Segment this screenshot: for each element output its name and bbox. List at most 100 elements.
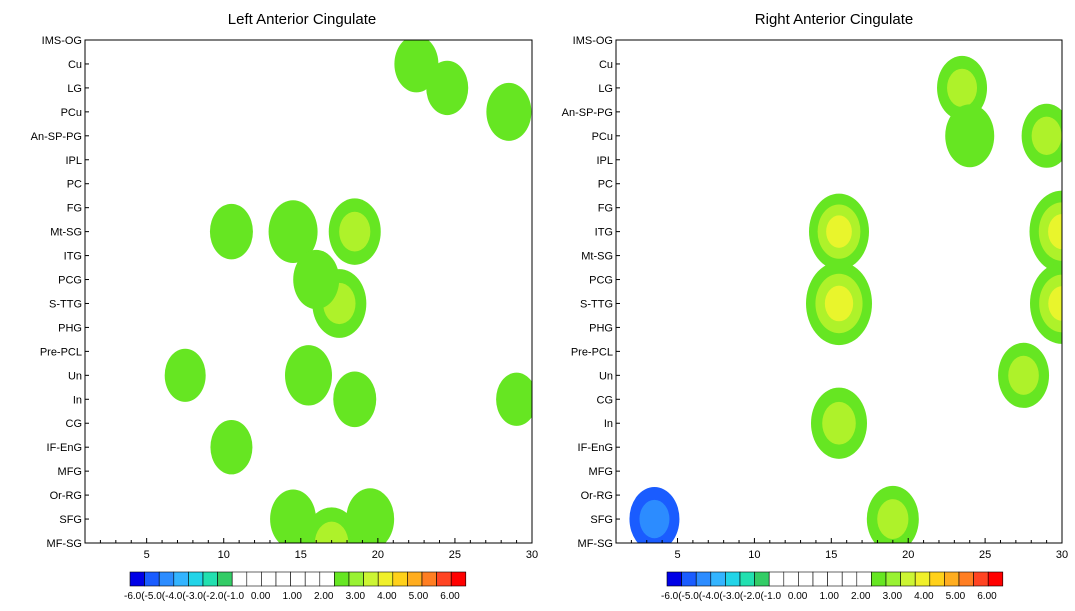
y-tick-label: LG (67, 83, 82, 95)
y-tick-label: An-SP-PG (562, 107, 613, 119)
heatmap-blob (270, 489, 317, 543)
y-tick-label: PCG (58, 275, 82, 287)
colorbar-label: 3.00 (883, 591, 903, 602)
colorbar-cell (348, 571, 364, 587)
colorbar-cell (783, 571, 799, 587)
colorbar-cell (129, 571, 145, 587)
colorbar-cell (666, 571, 682, 587)
heatmap-blob (629, 487, 680, 543)
heatmap-blobs (629, 55, 1062, 543)
y-tick-label: An-SP-PG (31, 131, 82, 143)
chart-title: Left Anterior Cingulate (228, 11, 376, 28)
y-tick-label: ITG (64, 251, 82, 263)
colorbar-label: 0.00 (788, 591, 808, 602)
colorbar-label: 4.00 (914, 591, 934, 602)
x-tick-label: 20 (902, 549, 914, 561)
contour-level (824, 285, 854, 322)
colorbar-cell (812, 571, 828, 587)
colorbar-cell (768, 571, 785, 587)
y-tick-label: Cu (68, 59, 82, 71)
colorbar-cell (958, 571, 974, 587)
x-tick-label: 15 (295, 549, 307, 561)
colorbar-cell (231, 571, 248, 587)
contour-level (639, 499, 670, 539)
heatmap-blob (333, 371, 377, 428)
heatmap-blob (486, 82, 532, 141)
y-tick-label: Or-RG (50, 490, 82, 502)
y-tick-label: MF-SG (47, 538, 82, 550)
y-tick-label: Or-RG (581, 490, 613, 502)
y-tick-label: SFG (590, 514, 613, 526)
colorbar: -6.0(-5.0(-4.0(-3.0(-2.0(-1.0 0.00 1.00 2.0… (661, 571, 1004, 602)
colorbar-cell (885, 571, 901, 587)
y-tick-label: IPL (65, 155, 82, 167)
contour-level (270, 489, 317, 543)
y-tick-label: Mt-SG (50, 227, 82, 239)
colorbar-cell (217, 571, 233, 587)
y-tick-label: Pre-PCL (40, 346, 82, 358)
colorbar-cell (871, 571, 887, 587)
contour-level (1048, 286, 1062, 321)
y-tick-label: PHG (589, 322, 613, 334)
contour-level (1008, 355, 1039, 395)
y-tick-label: IF-EnG (578, 442, 613, 454)
colorbar-cell (363, 571, 379, 587)
heatmap-blob (164, 348, 206, 402)
heatmap-blob (998, 342, 1050, 408)
contour-level (486, 82, 532, 141)
contour-level (339, 211, 371, 252)
colorbar: -6.0(-5.0(-4.0(-3.0(-2.0(-1.0 0.00 1.00 2.0… (124, 571, 467, 602)
y-tick-label: CG (597, 394, 614, 406)
y-tick-label: IMS-OG (42, 35, 82, 47)
y-tick-label: PCu (61, 107, 82, 119)
heatmap-blob (1021, 103, 1062, 168)
contour-level (947, 68, 978, 108)
x-tick-label: 25 (979, 549, 991, 561)
heatmap-blob (945, 104, 995, 168)
plot-frame (615, 39, 1063, 544)
colorbar-cell (173, 571, 189, 587)
y-tick-label: IF-EnG (47, 442, 82, 454)
colorbar-label: 1.00 (819, 591, 839, 602)
contour-level (496, 372, 532, 426)
y-tick-label: In (73, 394, 82, 406)
heatmap-blob (303, 507, 360, 543)
colorbar-cell (798, 571, 814, 587)
colorbar-cell (275, 571, 291, 587)
heatmap-panel-2: Right Anterior Cingulate IMS-OG Cu LG An-SP-… (562, 11, 1068, 602)
heatmap-blobs (164, 40, 532, 543)
y-tick-label: FG (598, 203, 613, 215)
contour-level (164, 348, 206, 402)
colorbar-label: 0.00 (251, 591, 271, 602)
heatmap-blob (1029, 190, 1062, 273)
colorbar-cell (973, 571, 989, 587)
colorbar-label: 5.00 (946, 591, 966, 602)
colorbar-cell (261, 571, 277, 587)
colorbar-label: 6.00 (440, 591, 460, 602)
y-tick-label: LG (598, 83, 613, 95)
heatmap-blob (285, 345, 332, 406)
heatmap-blob (209, 203, 253, 260)
heatmap-blob (328, 198, 381, 265)
contour-level (1048, 214, 1062, 250)
chart-title: Right Anterior Cingulate (755, 11, 913, 28)
colorbar-cell (856, 571, 872, 587)
colorbar-cell (144, 571, 160, 587)
colorbar-cell (450, 571, 467, 587)
colorbar-label: 2.00 (851, 591, 871, 602)
colorbar-cell (246, 571, 262, 587)
heatmap-panel-1: Left Anterior Cingulate IMS-OG Cu LG PCu An-S… (31, 11, 538, 602)
heatmap-blob (496, 372, 532, 426)
contour-level (826, 215, 852, 248)
colorbar-label: 6.00 (977, 591, 997, 602)
y-tick-label: PC (598, 179, 613, 191)
colorbar-label: 1.00 (282, 591, 302, 602)
colorbar-cell (421, 571, 437, 587)
colorbar-cell (202, 571, 218, 587)
contour-level (333, 371, 377, 428)
x-tick-label: 25 (449, 549, 461, 561)
y-tick-label: MFG (58, 466, 82, 478)
x-tick-label: 10 (218, 549, 230, 561)
colorbar-label: 3.00 (346, 591, 366, 602)
colorbar-cell (319, 571, 335, 587)
